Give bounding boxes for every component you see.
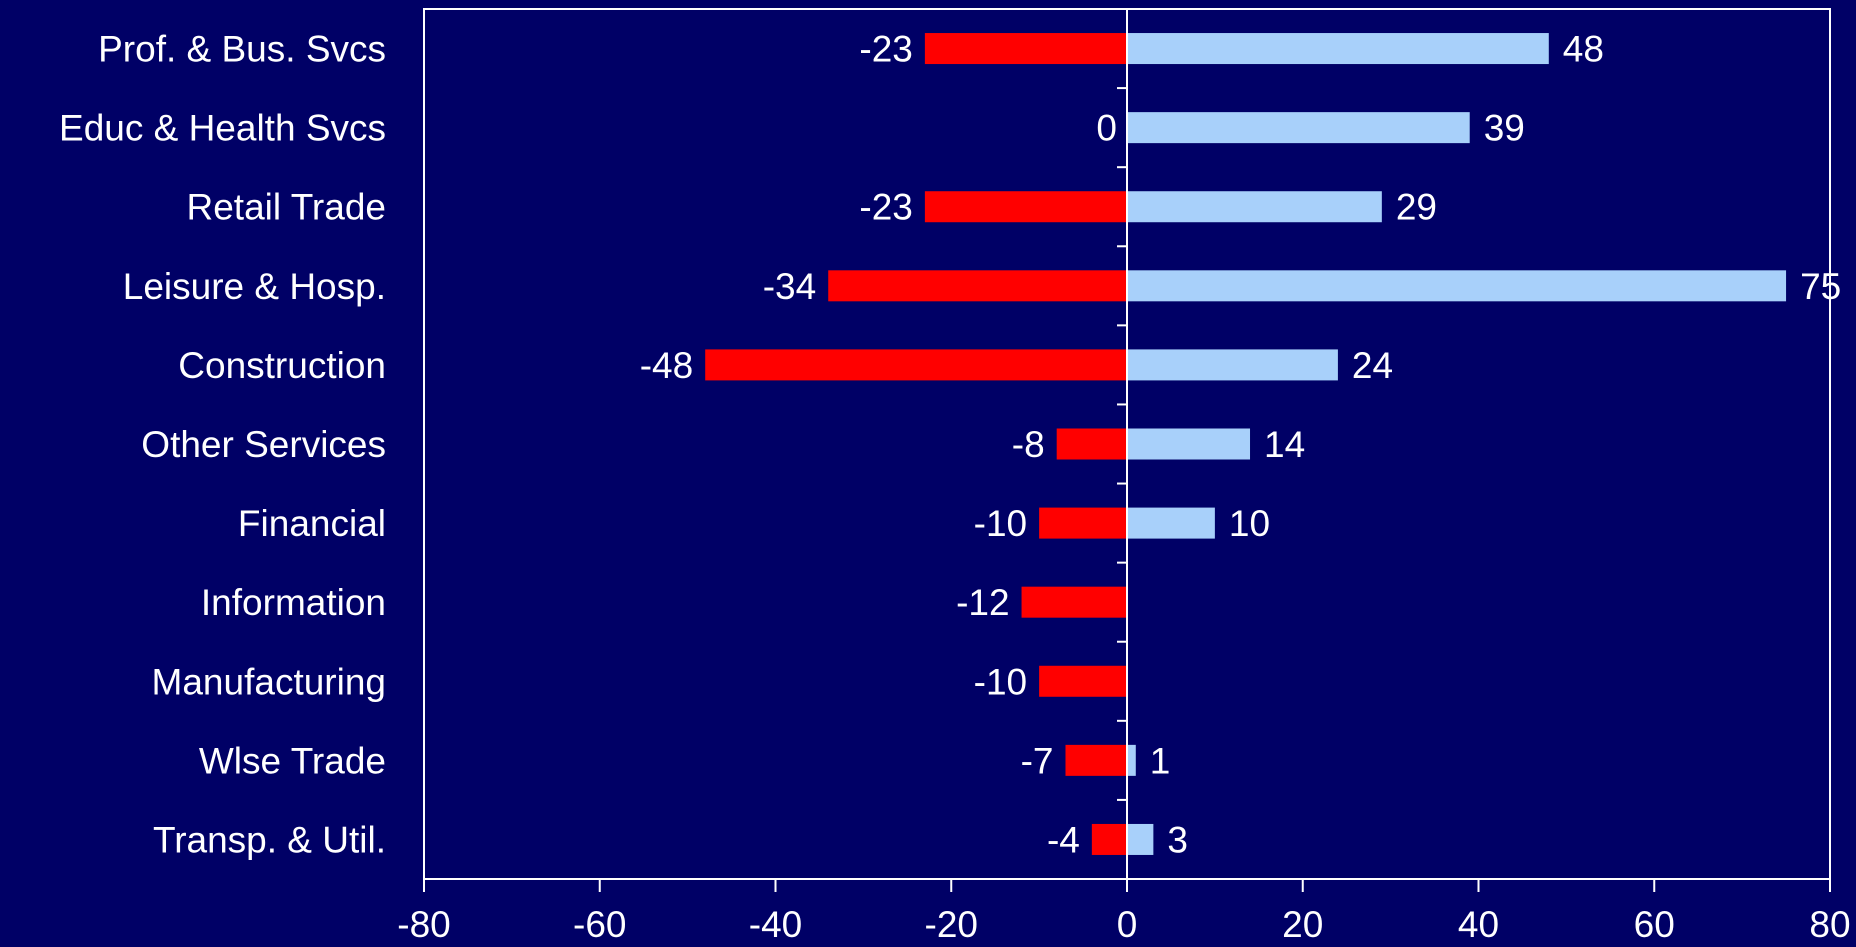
data-label: -12	[956, 582, 1009, 623]
data-label: -10	[974, 661, 1027, 702]
data-label: 10	[1229, 503, 1270, 544]
tick-label: 20	[1282, 904, 1323, 945]
bar	[828, 270, 1127, 302]
data-label: 14	[1264, 424, 1305, 465]
data-label: -34	[763, 266, 816, 307]
tick-label: 60	[1634, 904, 1675, 945]
data-label: 1	[1150, 740, 1171, 781]
bar	[1127, 270, 1787, 302]
data-label: 29	[1396, 187, 1437, 228]
data-label: 24	[1352, 345, 1393, 386]
bar	[1127, 349, 1338, 381]
data-label: -10	[974, 503, 1027, 544]
tick-label: -60	[573, 904, 626, 945]
bar	[1065, 744, 1127, 776]
bar	[705, 349, 1127, 381]
bar	[1127, 112, 1470, 144]
category-label: Wlse Trade	[199, 740, 386, 781]
category-label: Construction	[178, 345, 386, 386]
category-label: Retail Trade	[187, 187, 387, 228]
bar	[1039, 507, 1127, 539]
bar	[924, 191, 1127, 223]
value-axis: -80 -60 -40 -20 0 20 40 60 80	[397, 879, 1851, 945]
bar	[1127, 823, 1154, 855]
category-label: Educ & Health Svcs	[59, 108, 386, 149]
bar	[1056, 428, 1127, 460]
data-label: 48	[1563, 29, 1604, 70]
bar	[1127, 744, 1136, 776]
bar	[1127, 428, 1251, 460]
data-label: 3	[1167, 819, 1188, 860]
tick-label: -20	[925, 904, 978, 945]
category-axis	[1117, 8, 1128, 880]
tick-label: 0	[1117, 904, 1138, 945]
category-label: Financial	[238, 503, 386, 544]
data-label: 0	[1096, 108, 1117, 149]
category-labels-layer: Prof. & Bus. Svcs Educ & Health Svcs Retai…	[59, 29, 386, 861]
data-label: -8	[1012, 424, 1045, 465]
category-label: Leisure & Hosp.	[123, 266, 386, 307]
data-label: -48	[640, 345, 693, 386]
data-label: -7	[1021, 740, 1054, 781]
data-label: 75	[1800, 266, 1841, 307]
bar	[924, 33, 1127, 65]
tick-label: -40	[749, 904, 802, 945]
data-label: -23	[859, 29, 912, 70]
bar	[1039, 665, 1127, 697]
tick-label: 40	[1458, 904, 1499, 945]
category-label: Manufacturing	[152, 661, 386, 702]
tick-label: 80	[1809, 904, 1850, 945]
category-label: Information	[201, 582, 386, 623]
data-label: 39	[1484, 108, 1525, 149]
data-label: -4	[1047, 819, 1080, 860]
category-label: Other Services	[141, 424, 386, 465]
bar	[1127, 507, 1215, 539]
category-label: Transp. & Util.	[153, 819, 386, 860]
bar	[1127, 33, 1549, 65]
bar	[1091, 823, 1127, 855]
bar	[1127, 191, 1382, 223]
tick-label: -80	[397, 904, 450, 945]
category-label: Prof. & Bus. Svcs	[98, 29, 386, 70]
bar	[1021, 586, 1127, 618]
data-labels-layer: -23 48 0 39 -23 29 -34 75 -48 24 -8 14 -10 10 -12 -10 -7…	[640, 29, 1842, 861]
bars-layer	[705, 33, 1787, 855]
data-label: -23	[859, 187, 912, 228]
